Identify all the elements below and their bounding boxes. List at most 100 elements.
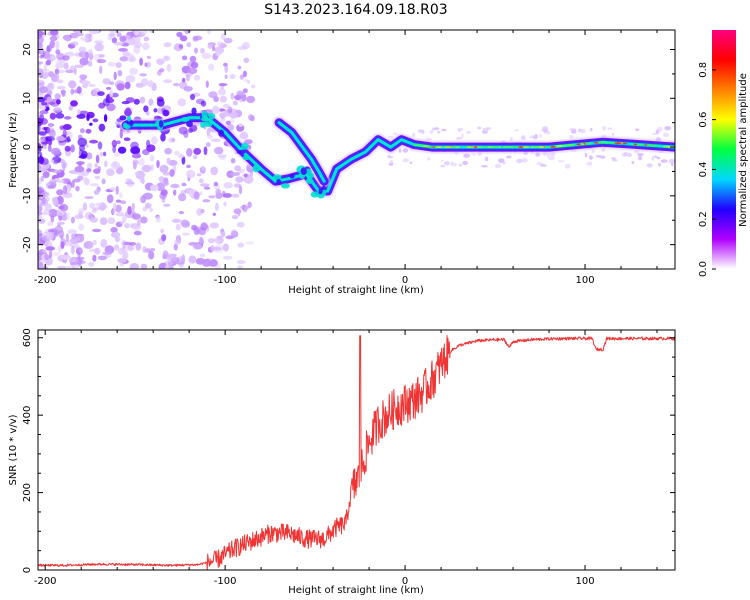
heatmap-speckle xyxy=(223,201,227,207)
heatmap-speckle xyxy=(196,173,202,177)
heatmap-speckle xyxy=(38,229,42,236)
heatmap-speckle xyxy=(510,136,513,142)
heatmap-band-highlight xyxy=(498,146,501,149)
heatmap-speckle xyxy=(119,220,125,225)
heatmap-speckle xyxy=(75,185,80,192)
heatmap-ridge-blob xyxy=(318,188,323,195)
heatmap-speckle xyxy=(56,210,65,216)
heatmap-speckle xyxy=(611,133,615,136)
heatmap-ridge-blob xyxy=(252,164,261,173)
heatmap-speckle xyxy=(94,40,104,44)
heatmap-speckle xyxy=(188,255,197,264)
heatmap-speckle xyxy=(77,109,81,115)
heatmap-speckle xyxy=(481,130,488,134)
heatmap-speckle xyxy=(117,146,127,154)
heatmap-speckle xyxy=(651,156,654,161)
heatmap-band-highlight xyxy=(443,146,454,149)
heatmap-speckle xyxy=(225,120,231,126)
snr-y-ticks: 0 200 400 600 xyxy=(22,328,675,573)
heatmap-speckle xyxy=(171,218,182,223)
heatmap-speckle xyxy=(120,200,127,204)
colorbar: 0.0 0.2 0.4 0.6 0.8 Normalized spectral ampl… xyxy=(698,30,749,277)
heatmap-speckle xyxy=(142,206,148,212)
heatmap-speckle xyxy=(58,205,65,210)
heatmap-speckle xyxy=(233,208,242,215)
heatmap-speckle xyxy=(168,255,177,264)
colorbar-tick-label: 0.6 xyxy=(698,112,709,128)
heatmap-speckle xyxy=(68,105,74,111)
heatmap-speckle xyxy=(239,131,249,140)
heatmap-speckle xyxy=(126,179,135,188)
heatmap-speckle xyxy=(427,156,431,161)
heatmap-speckle xyxy=(193,155,198,160)
y-tick-label: 20 xyxy=(22,43,33,56)
heatmap-speckle xyxy=(193,191,200,200)
heatmap-speckle xyxy=(102,78,111,85)
heatmap-speckle xyxy=(138,158,145,166)
heatmap-speckle xyxy=(38,211,43,216)
heatmap-speckle xyxy=(224,74,228,79)
heatmap-speckle xyxy=(72,178,81,183)
heatmap-speckle xyxy=(182,30,192,33)
heatmap-speckle xyxy=(94,163,98,168)
heatmap-speckle xyxy=(116,140,121,145)
heatmap-speckle xyxy=(52,197,59,206)
y-tick-label: 0 xyxy=(22,567,33,573)
heatmap-speckle xyxy=(149,30,154,33)
heatmap-speckle xyxy=(39,158,49,165)
heatmap-band-highlight xyxy=(662,145,671,148)
heatmap-speckle xyxy=(129,56,137,62)
colorbar-tick-label: 0.0 xyxy=(698,261,709,277)
heatmap-speckle xyxy=(39,198,49,207)
heatmap-speckle xyxy=(101,178,106,185)
heatmap-x-ticks: -200 -100 0 100 xyxy=(34,30,658,286)
heatmap-speckle xyxy=(199,253,206,258)
heatmap-speckle xyxy=(239,205,250,210)
heatmap-y-axis-label: Frequency (Hz) xyxy=(8,112,19,188)
heatmap-speckle xyxy=(55,62,65,69)
heatmap-speckle xyxy=(173,189,177,196)
heatmap-speckle xyxy=(102,98,110,107)
heatmap-speckle xyxy=(79,74,88,80)
heatmap-speckle xyxy=(86,114,90,121)
heatmap-speckle xyxy=(70,216,75,224)
heatmap-speckle xyxy=(166,157,171,165)
heatmap-speckle xyxy=(178,44,184,49)
heatmap-speckle xyxy=(38,215,43,219)
heatmap-ridge-blob xyxy=(300,167,307,175)
heatmap-speckle xyxy=(111,37,118,44)
heatmap-speckle xyxy=(122,214,127,223)
heatmap-speckle xyxy=(432,127,435,131)
heatmap-speckle xyxy=(542,126,548,131)
x-tick-label: -100 xyxy=(214,576,237,587)
heatmap-ridge-blob xyxy=(305,168,312,175)
heatmap-speckle xyxy=(429,130,434,134)
heatmap-speckle xyxy=(463,153,470,158)
heatmap-ridge-blob xyxy=(281,183,290,189)
heatmap-speckle xyxy=(111,139,118,148)
heatmap-speckle xyxy=(68,80,77,89)
heatmap-speckle xyxy=(133,161,137,170)
heatmap-speckle xyxy=(46,181,56,190)
heatmap-speckle xyxy=(631,160,635,165)
heatmap-speckle xyxy=(200,183,210,187)
heatmap-speckle xyxy=(213,96,219,103)
heatmap-speckle xyxy=(237,65,242,70)
heatmap-speckle xyxy=(105,86,112,90)
heatmap-speckle xyxy=(54,225,64,234)
heatmap-speckle xyxy=(243,78,249,83)
heatmap-speckle xyxy=(169,169,175,177)
heatmap-speckle xyxy=(70,41,79,46)
heatmap-speckle xyxy=(402,148,409,153)
heatmap-speckle xyxy=(237,265,244,269)
heatmap-speckle xyxy=(56,195,64,205)
heatmap-speckle xyxy=(159,164,169,173)
heatmap-speckle xyxy=(64,145,71,152)
heatmap-band-highlight xyxy=(604,141,615,144)
y-tick-label: 0 xyxy=(22,144,33,150)
heatmap-speckle xyxy=(48,45,52,52)
heatmap-speckle xyxy=(186,164,191,169)
heatmap-speckle xyxy=(78,223,85,231)
heatmap-speckle xyxy=(92,118,99,123)
heatmap-speckle xyxy=(110,161,121,170)
